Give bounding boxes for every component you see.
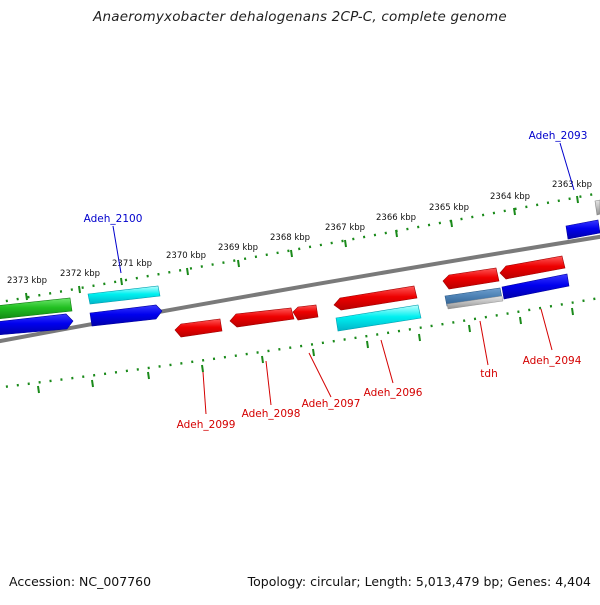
gene-label-leader [202,371,207,415]
inner-tick-mark [366,340,369,349]
gene-block-blue-left[interactable] [0,313,74,336]
gene-block-adeh-2093[interactable] [565,199,600,240]
gene-block-adeh-2099[interactable] [174,318,223,338]
inner-tick-mark [201,364,204,373]
inner-tick-mark [147,371,150,380]
tick-mark [120,277,123,286]
tick-mark [344,239,347,248]
gene-label-leader [380,339,394,384]
gene-label[interactable]: Adeh_2098 [242,408,301,420]
gene-label-leader [479,320,489,366]
gene-label[interactable]: Adeh_2099 [177,419,236,431]
gene-block-adeh-2097[interactable] [292,304,319,321]
tick-label: 2372 kbp [60,269,100,279]
gene-label-leader [559,142,575,191]
gene-block-green-left[interactable] [0,297,73,319]
tick-mark [576,195,579,204]
gene-block-adeh-2098[interactable] [229,307,295,328]
inner-tick-mark [312,348,315,357]
gene-block-adeh-2094[interactable] [499,255,570,300]
tick-mark [237,259,240,268]
tick-label: 2367 kbp [325,223,365,233]
gene-block-tdh[interactable] [442,267,504,310]
genome-title: Anaeromyxobacter dehalogenans 2CP-C, com… [93,9,507,25]
gene-label-leader [112,225,122,274]
inner-tick-mark [418,333,421,342]
outer-scale-arc [0,191,600,304]
genome-summary-text: Topology: circular; Length: 5,013,479 bp… [247,574,591,589]
inner-tick-mark [37,385,40,394]
gene-label[interactable]: Adeh_2096 [364,387,423,399]
inner-tick-mark [468,324,471,333]
gene-label[interactable]: Adeh_2093 [529,130,588,142]
tick-label: 2370 kbp [166,251,206,261]
tick-mark [78,285,81,294]
tick-label: 2368 kbp [270,233,310,243]
gene-label[interactable]: Adeh_2100 [84,213,143,225]
gene-block-adeh-2100-cyan[interactable] [87,285,161,305]
tick-mark [513,207,516,216]
tick-mark [290,249,293,258]
gene-block-adeh-2096[interactable] [333,285,422,332]
gene-labels: Adeh_2093Adeh_2094tdhAdeh_2096Adeh_2097A… [84,130,588,431]
inner-tick-mark [571,307,574,316]
inner-tick-mark [519,316,522,325]
inner-tick-mark [261,355,264,364]
tick-label: 2365 kbp [429,203,469,213]
tick-label: 2364 kbp [490,192,530,202]
gene-label-leader [265,360,272,406]
tick-mark [395,229,398,238]
tick-mark [25,292,28,301]
tick-mark [186,267,189,276]
inner-tick-mark [91,379,94,388]
tick-label: 2371 kbp [112,259,152,269]
gene-label[interactable]: Adeh_2094 [523,355,582,367]
gene-label[interactable]: tdh [480,368,497,380]
accession-text: Accession: NC_007760 [9,574,152,589]
tick-mark [450,219,453,228]
tick-label: 2373 kbp [7,276,47,286]
gene-block-adeh-2100-blue[interactable] [89,304,163,327]
gene-label-leader [308,352,332,398]
gene-label[interactable]: Adeh_2097 [302,398,361,410]
gene-label-leader [540,308,553,351]
tick-label: 2369 kbp [218,243,258,253]
tick-label: 2366 kbp [376,213,416,223]
genome-backbone [0,234,600,344]
